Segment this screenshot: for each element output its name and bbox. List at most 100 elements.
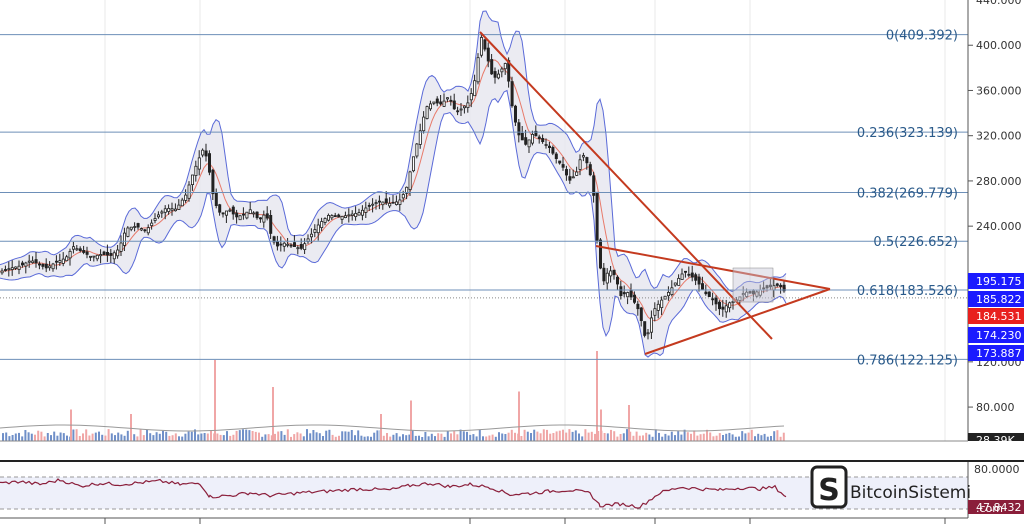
volume-bar — [510, 429, 513, 441]
volume-bar — [776, 430, 779, 441]
candle-down — [517, 122, 521, 136]
candle-up — [680, 273, 684, 280]
candle-up — [296, 247, 300, 250]
candle-down — [704, 291, 708, 295]
candle-down — [337, 214, 341, 218]
candle-up — [578, 159, 582, 170]
rsi-value-tag — [968, 500, 1024, 514]
candle-up — [459, 108, 463, 111]
volume-bar — [322, 436, 324, 441]
volume-bar — [203, 433, 206, 441]
price-tags: 195.175185.822184.531174.230173.88728.39… — [968, 273, 1024, 447]
candle-up — [496, 73, 500, 79]
candle-down — [486, 47, 490, 62]
volume-bar — [258, 432, 260, 441]
volume-bar — [101, 434, 104, 441]
candle-up — [415, 143, 419, 157]
volume-bar — [728, 432, 731, 441]
volume-bar — [434, 436, 436, 441]
volume-bar — [536, 431, 539, 441]
volume-bar — [229, 435, 232, 441]
volume-bar — [325, 430, 328, 441]
candle-down — [599, 239, 603, 269]
volume-bar — [283, 434, 286, 441]
candle-up — [27, 260, 31, 263]
candle-up — [527, 139, 531, 148]
candle-down — [520, 132, 524, 141]
candle-up — [0, 270, 4, 274]
volume-bar — [654, 429, 657, 441]
volume-bar — [504, 434, 507, 441]
candle-up — [381, 201, 385, 206]
volume-bar — [226, 431, 228, 441]
volume-bar — [94, 432, 97, 441]
candle-up — [238, 215, 242, 221]
volume-spike — [272, 387, 274, 441]
triangle-upper — [595, 245, 831, 290]
price-tick-label: 400.000 — [976, 39, 1022, 52]
panel-separator — [0, 441, 1024, 461]
rsi-polyline — [0, 478, 787, 509]
candle-down — [769, 284, 773, 288]
volume-bar — [114, 435, 116, 441]
candle-down — [558, 160, 562, 164]
volume-bar — [594, 433, 596, 441]
candle-up — [374, 202, 378, 205]
volume-bar — [747, 432, 750, 441]
candle-down — [616, 276, 620, 285]
candle-up — [663, 295, 667, 300]
volume-bar — [526, 431, 529, 441]
volume-bar — [690, 433, 692, 441]
candle-down — [490, 59, 494, 75]
volume-bar — [366, 436, 369, 441]
price-tag — [968, 308, 1024, 324]
volume-bar — [514, 432, 516, 441]
price-tick-label: 80.000 — [976, 401, 1015, 414]
volume-bar — [18, 432, 20, 441]
volume-bar — [597, 431, 600, 441]
svg-text:S: S — [818, 473, 840, 508]
candle-down — [456, 110, 460, 113]
candle-down — [55, 260, 59, 263]
volume-bar — [635, 431, 638, 441]
candle-down — [241, 213, 245, 216]
volume-bar — [267, 434, 270, 441]
candle-up — [170, 208, 174, 211]
volume-bar — [238, 430, 241, 441]
volume-bar — [760, 435, 763, 441]
volume-bar — [715, 435, 718, 441]
volume-bar — [619, 434, 622, 441]
candle-down — [707, 291, 711, 297]
candle-up — [741, 293, 745, 296]
volume-bar — [520, 436, 523, 441]
candle-down — [136, 223, 140, 228]
candle-up — [364, 207, 368, 213]
candle-down — [568, 176, 572, 181]
volume-bar — [459, 429, 462, 441]
candle-down — [20, 262, 24, 266]
price-tag-label: 174.230 — [976, 329, 1022, 342]
volume-bar — [341, 431, 344, 441]
volume-bar — [123, 435, 126, 441]
volume-spike — [596, 351, 598, 441]
candle-down — [218, 204, 222, 213]
volume-bar — [56, 435, 59, 441]
bollinger-lower — [0, 89, 787, 358]
volume-bar — [27, 432, 30, 441]
volume-bar — [158, 433, 161, 441]
candle-up — [72, 246, 76, 250]
price-tag — [968, 273, 1024, 289]
candle-down — [694, 274, 698, 281]
volume-bar — [674, 435, 676, 441]
volume-bar — [773, 431, 776, 441]
volume-bar — [357, 430, 360, 441]
price-tick-label: 280.000 — [976, 175, 1022, 188]
candle-down — [289, 244, 293, 247]
volume-ma — [0, 424, 785, 432]
candle-up — [31, 260, 35, 264]
candle-up — [61, 258, 65, 264]
volume-bar — [78, 436, 81, 441]
volume-bar — [293, 434, 296, 441]
candle-up — [313, 229, 317, 233]
candle-down — [255, 211, 259, 219]
